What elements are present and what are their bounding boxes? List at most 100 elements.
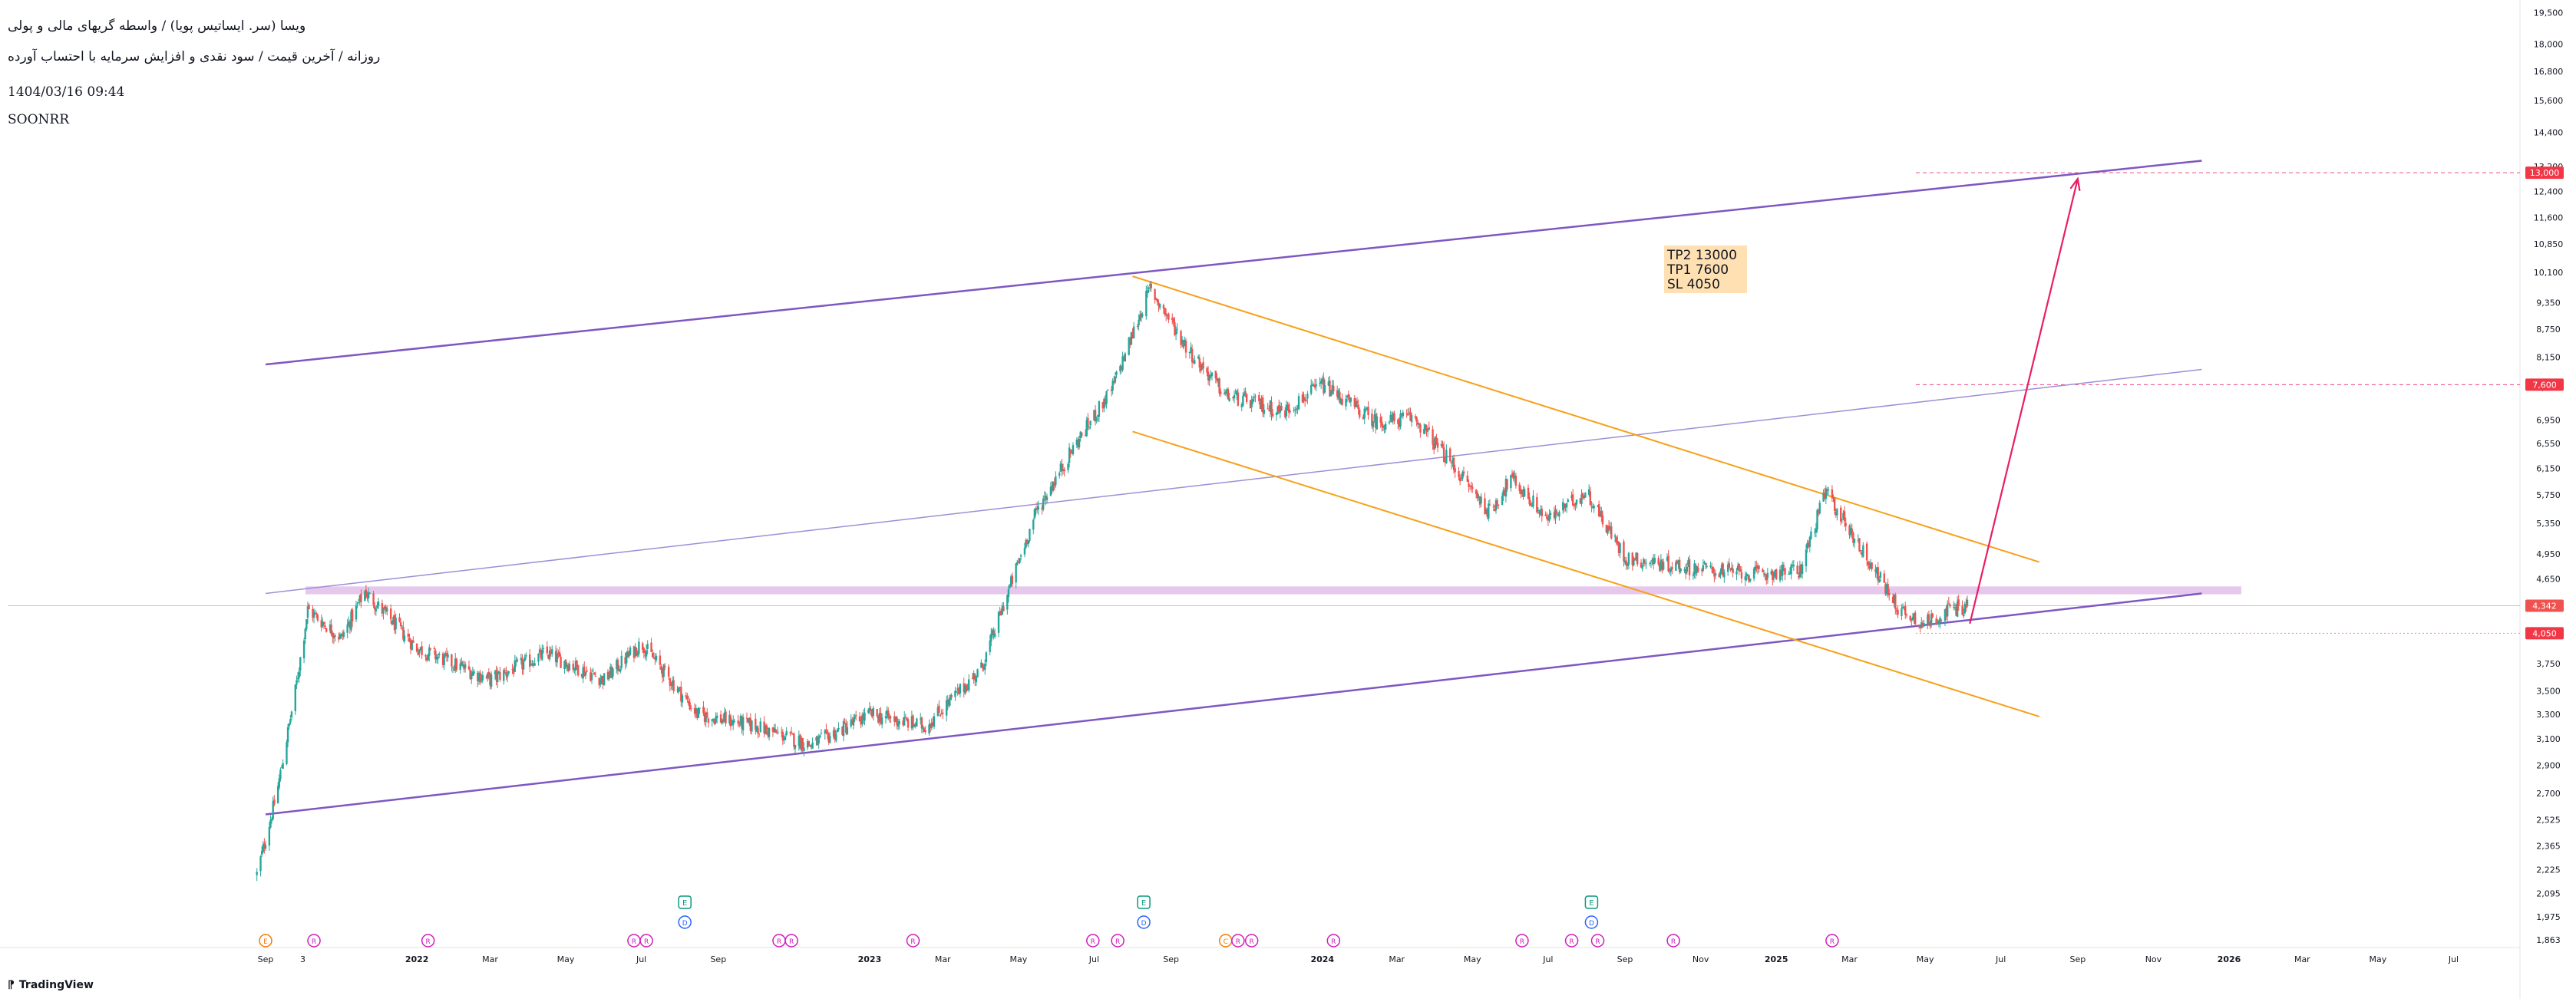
candle-body — [1063, 469, 1065, 472]
corporate-event-icon[interactable] — [1515, 934, 1529, 948]
corporate-event-icon[interactable] — [639, 934, 653, 948]
earnings-event-icon[interactable] — [678, 895, 692, 909]
candle-body — [366, 595, 368, 598]
x-tick-label: 2025 — [1765, 954, 1788, 964]
candle-body — [741, 717, 745, 730]
y-tick-label: 2,525 — [2536, 816, 2561, 826]
candle-body — [1523, 489, 1526, 497]
candle-body — [1423, 429, 1425, 434]
candle-body — [1296, 408, 1299, 410]
candle-body — [1548, 515, 1551, 521]
candle-body — [1158, 302, 1160, 306]
orange-lower-line[interactable] — [1132, 430, 2040, 717]
candle-body — [634, 646, 636, 657]
earnings-event-icon[interactable] — [1584, 895, 1599, 909]
candle-body — [402, 627, 405, 640]
event-letter: E — [263, 938, 268, 946]
upper-channel-line[interactable] — [265, 160, 2202, 366]
candle-body — [1610, 526, 1613, 539]
corporate-event-icon[interactable] — [1231, 934, 1245, 948]
candle-body — [1571, 494, 1574, 506]
candle-body — [1269, 400, 1272, 412]
corporate-event-icon[interactable] — [1590, 934, 1605, 948]
candle-body — [1347, 394, 1349, 398]
orange-upper-line[interactable] — [1132, 275, 2040, 563]
support-zone[interactable] — [305, 586, 2241, 595]
mid-channel-line[interactable] — [265, 368, 2202, 595]
x-tick-label: May — [557, 954, 575, 964]
candle-body — [332, 632, 334, 638]
corporate-event-icon[interactable] — [1111, 934, 1125, 948]
candle-body — [1765, 575, 1768, 581]
corporate-event-icon[interactable] — [1584, 915, 1599, 929]
candle-body — [1554, 509, 1557, 519]
candle-body — [1945, 608, 1947, 616]
candle-body — [807, 740, 810, 746]
candle-body — [1937, 623, 1939, 625]
lower-channel-line[interactable] — [265, 592, 2202, 816]
candle-body — [451, 654, 453, 667]
candle-body — [1798, 565, 1802, 578]
corporate-event-icon[interactable] — [307, 934, 321, 948]
corporate-event-icon[interactable] — [1825, 934, 1839, 948]
candle-body — [1206, 368, 1208, 373]
candle-body — [398, 617, 401, 622]
candle-body — [1792, 565, 1795, 567]
candle-body — [680, 687, 682, 702]
tp-sl-note-line: SL 4050 — [1667, 277, 1720, 292]
corporate-event-icon[interactable] — [1564, 934, 1579, 948]
candle-body — [433, 648, 435, 649]
candle-body — [1357, 404, 1359, 410]
candle-body — [528, 654, 531, 667]
earnings-event-icon[interactable] — [1137, 895, 1151, 909]
candle-body — [1355, 402, 1357, 407]
corporate-event-icon[interactable] — [1137, 915, 1151, 929]
candle-body — [878, 713, 881, 722]
corporate-event-icon[interactable] — [1244, 934, 1259, 948]
candle-body — [1506, 479, 1508, 489]
candle-body — [1735, 571, 1738, 575]
target-arrow[interactable] — [1969, 178, 2079, 625]
corporate-event-icon[interactable] — [259, 934, 272, 948]
corporate-event-icon[interactable] — [678, 915, 692, 929]
corporate-event-icon[interactable] — [1666, 934, 1680, 948]
candle-body — [583, 666, 586, 677]
candle-body — [670, 684, 672, 687]
candle-body — [1729, 569, 1732, 570]
candle-body — [1174, 330, 1177, 335]
corporate-event-icon[interactable] — [906, 934, 920, 948]
candle-body — [707, 718, 710, 723]
candle-body — [626, 651, 629, 658]
candle-body — [1597, 506, 1599, 507]
candle-body — [1250, 400, 1253, 407]
candle-body — [360, 593, 362, 603]
candle-body — [638, 641, 640, 654]
candle-body — [1263, 409, 1266, 414]
tp-sl-note[interactable] — [1664, 246, 1747, 293]
candle-body — [1581, 493, 1584, 498]
tradingview-logo[interactable]: ⁋ TradingView — [8, 979, 94, 991]
event-letter: E — [1589, 899, 1593, 908]
candle-body — [1531, 506, 1534, 507]
candle-body — [540, 649, 542, 658]
candle-body — [606, 671, 609, 680]
candle-body — [1124, 353, 1127, 362]
corporate-event-icon[interactable] — [1326, 934, 1341, 948]
corporate-event-icon[interactable] — [1086, 934, 1100, 948]
candle-body — [1843, 511, 1846, 522]
candle-body — [383, 606, 386, 609]
candle-body — [1939, 618, 1941, 623]
candle-body — [1184, 340, 1186, 346]
candle-body — [854, 714, 857, 717]
candle-body — [550, 651, 552, 654]
corporate-event-icon[interactable] — [784, 934, 798, 948]
corporate-event-icon[interactable] — [421, 934, 435, 948]
candle-body — [662, 664, 665, 677]
candle-body — [1154, 288, 1156, 300]
candle-body — [1800, 564, 1802, 573]
candle-body — [1150, 283, 1152, 288]
candle-body — [428, 647, 431, 656]
event-letter: R — [910, 938, 915, 946]
